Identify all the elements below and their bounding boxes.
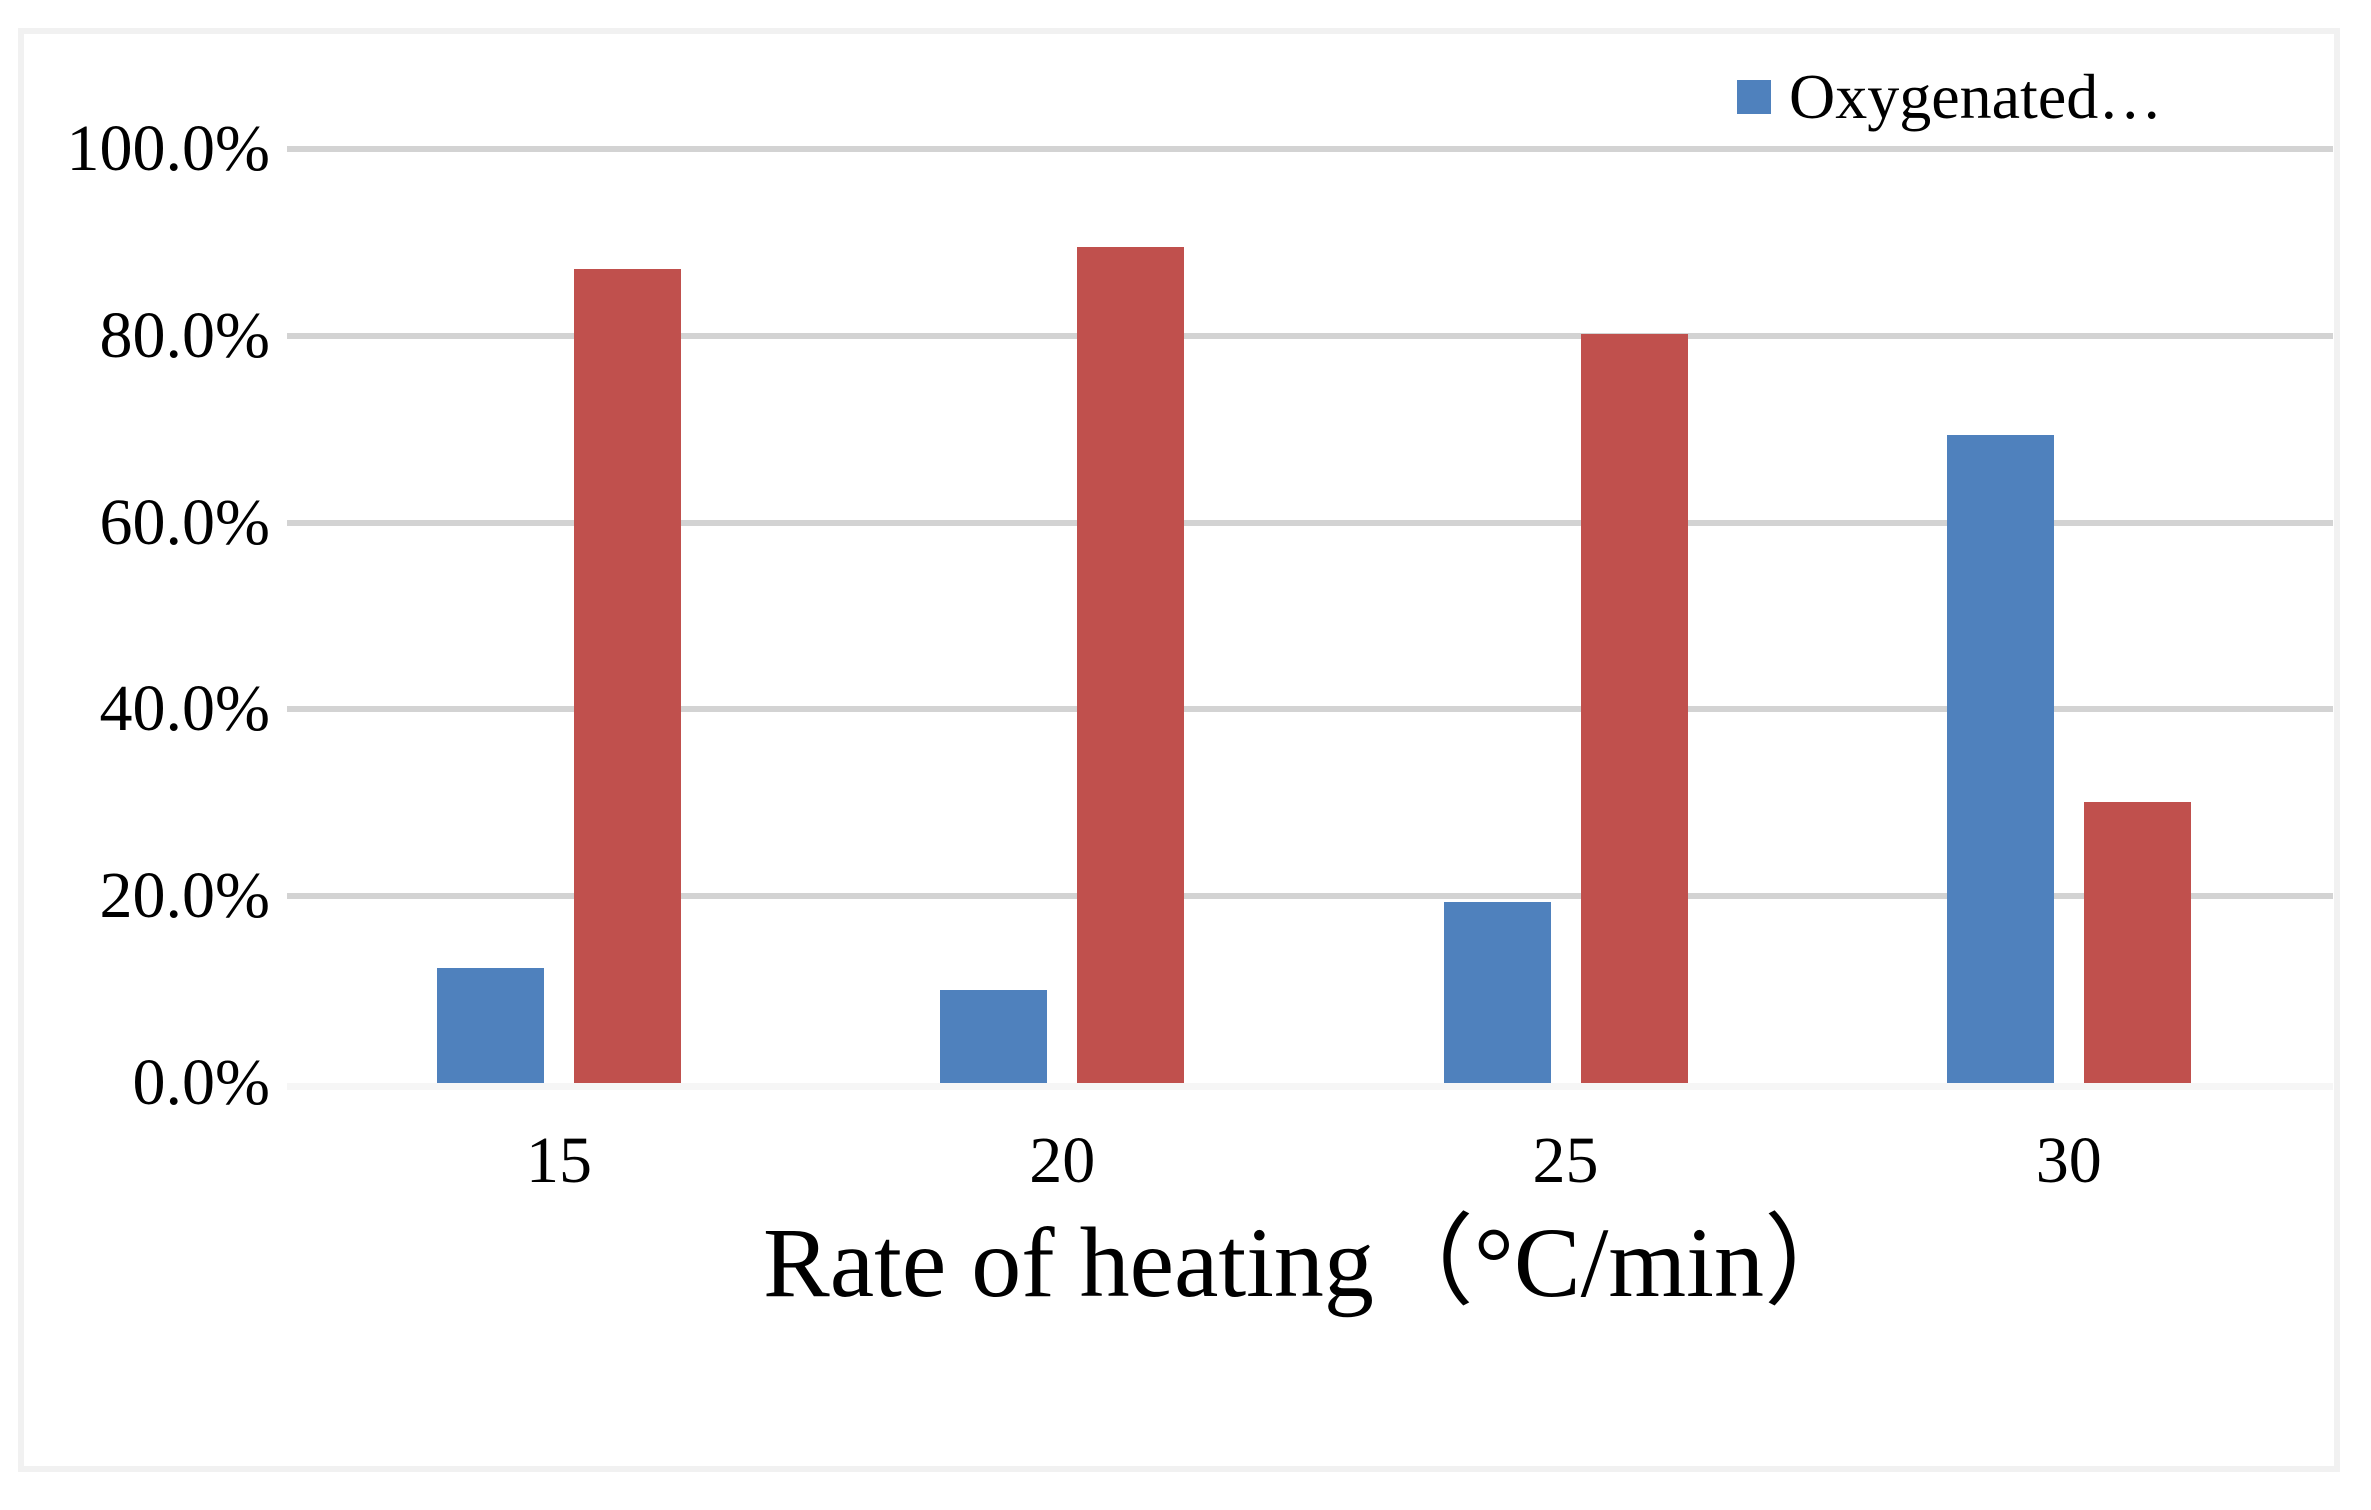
legend: Oxygenated… (1737, 52, 2162, 142)
bar-series2-cat15 (574, 268, 681, 1083)
bar-series1-cat20 (940, 989, 1048, 1083)
bar-series2-cat25 (1580, 333, 1688, 1083)
y-axis-tick-label-60pct: 60.0% (99, 485, 270, 559)
y-axis-tick-label-0pct: 0.0% (132, 1046, 270, 1119)
gridline-60pct (287, 519, 2333, 526)
gridline-100pct (287, 146, 2333, 152)
legend-marker-oxygenated (1737, 80, 1771, 114)
x-axis-tick-label-30: 30 (2035, 1124, 2102, 1197)
x-axis-title: Rate of heating（°C/min） (763, 1207, 1864, 1318)
gridline-40pct (287, 706, 2333, 713)
bar-series1-cat30 (1946, 434, 2054, 1083)
gridline-80pct (287, 332, 2333, 339)
y-axis-tick-label-100pct: 100.0% (66, 112, 270, 185)
bar-series2-cat20 (1077, 247, 1185, 1083)
x-axis-tick-label-25: 25 (1532, 1124, 1599, 1197)
x-axis-tick-label-15: 15 (526, 1124, 592, 1197)
legend-label-oxygenated: Oxygenated… (1789, 61, 2163, 132)
y-axis-tick-label-20pct: 20.0% (99, 859, 270, 933)
bar-series1-cat25 (1443, 901, 1551, 1083)
y-axis-tick-label-80pct: 80.0% (99, 298, 270, 372)
y-axis-tick-label-40pct: 40.0% (99, 672, 270, 746)
bar-series2-cat30 (2083, 801, 2191, 1083)
x-axis-tick-label-20: 20 (1029, 1124, 1096, 1197)
bar-series1-cat15 (437, 968, 544, 1083)
gridline-20pct (287, 893, 2333, 900)
x-axis-line (287, 1083, 2333, 1090)
